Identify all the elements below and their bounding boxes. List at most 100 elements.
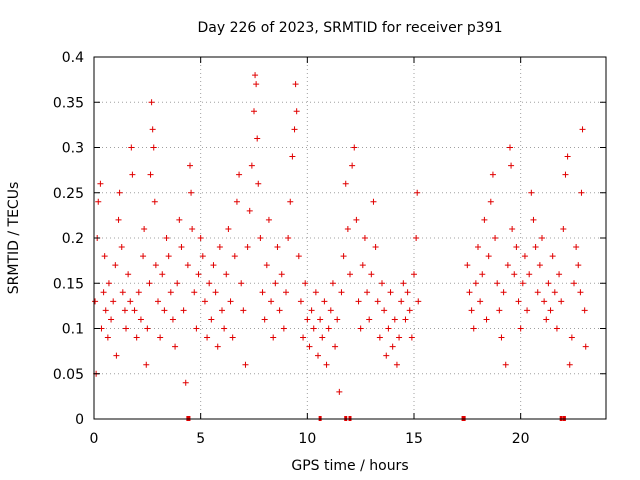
data-point [155,298,161,305]
x-axis-title: GPS time / hours [291,458,408,474]
data-point [500,289,507,296]
data-point [338,289,345,296]
data-point [201,298,208,305]
data-point [246,207,253,214]
data-point [274,244,281,251]
data-point [579,126,586,133]
data-point [272,280,279,287]
data-point [357,325,364,332]
data-point [188,189,195,196]
data-point [321,298,328,305]
data-point [349,162,356,169]
data-point [151,198,158,205]
data-point [526,271,533,278]
data-point [325,325,332,332]
data-point [534,289,541,296]
x-tick-label: 10 [298,431,316,447]
data-point [295,253,302,260]
data-point [242,361,249,368]
data-point [347,271,353,278]
data-point [300,334,307,341]
data-point [334,316,341,323]
data-point [204,334,211,341]
data-point [366,316,373,323]
data-point [123,325,129,332]
data-point [113,352,120,359]
data-point [524,307,531,314]
data-point [137,316,144,323]
data-point [406,307,413,314]
data-point [97,180,104,187]
data-point [547,307,554,314]
data-point [581,307,588,314]
data-point [127,298,134,305]
data-point [509,225,516,232]
data-points [92,72,589,395]
data-point [263,262,270,269]
data-point [504,262,511,269]
y-tick-label: 0.15 [53,276,84,292]
data-point [530,216,537,223]
data-point [184,262,191,269]
data-point [306,343,313,350]
data-point [379,280,385,287]
data-point [227,298,234,305]
data-point [578,189,585,196]
data-point [110,298,117,305]
y-tick-label: 0.35 [53,95,84,111]
data-point [150,144,157,151]
data-point [494,280,501,287]
data-point [308,307,315,314]
data-point [368,271,375,278]
data-point [556,271,563,278]
data-point [468,307,475,314]
y-tick-label: 0.25 [53,186,84,202]
data-point [541,298,548,305]
data-point [376,334,383,341]
data-point [564,153,571,160]
data-point [115,216,122,223]
data-point [387,289,394,296]
data-point [319,334,326,341]
data-point [291,126,298,133]
data-point [539,235,545,241]
data-point [225,225,232,232]
data-point [575,262,582,269]
data-point [464,262,471,269]
data-point [560,225,567,232]
data-point [254,135,261,142]
data-point [408,334,415,341]
data-point [172,343,179,350]
data-point [131,307,138,314]
data-point [128,144,135,151]
data-point [374,298,381,305]
data-point [519,280,526,287]
data-point [364,289,371,296]
axis-ticks: 0 0.05 0.1 0.15 0.2 0.25 0.3 0.35 0.4 0 5 10 15 20 [53,50,606,447]
data-point [206,280,213,287]
data-point [280,325,287,332]
data-point [489,171,496,178]
data-point [105,280,112,287]
data-point [477,298,484,305]
data-point [483,316,490,323]
data-point [140,253,147,260]
data-point [144,325,151,332]
data-point [268,298,275,305]
data-point [101,253,108,260]
data-point [396,334,403,341]
data-point [265,216,272,223]
data-point [208,316,215,323]
data-point [212,289,219,296]
data-point [236,171,243,178]
data-point [472,280,479,287]
data-point [502,361,509,368]
data-point [558,298,565,305]
data-point [223,271,230,278]
data-point [485,253,492,260]
data-point [411,271,417,278]
data-point [566,361,573,368]
data-point [238,280,245,287]
data-point [549,253,556,260]
